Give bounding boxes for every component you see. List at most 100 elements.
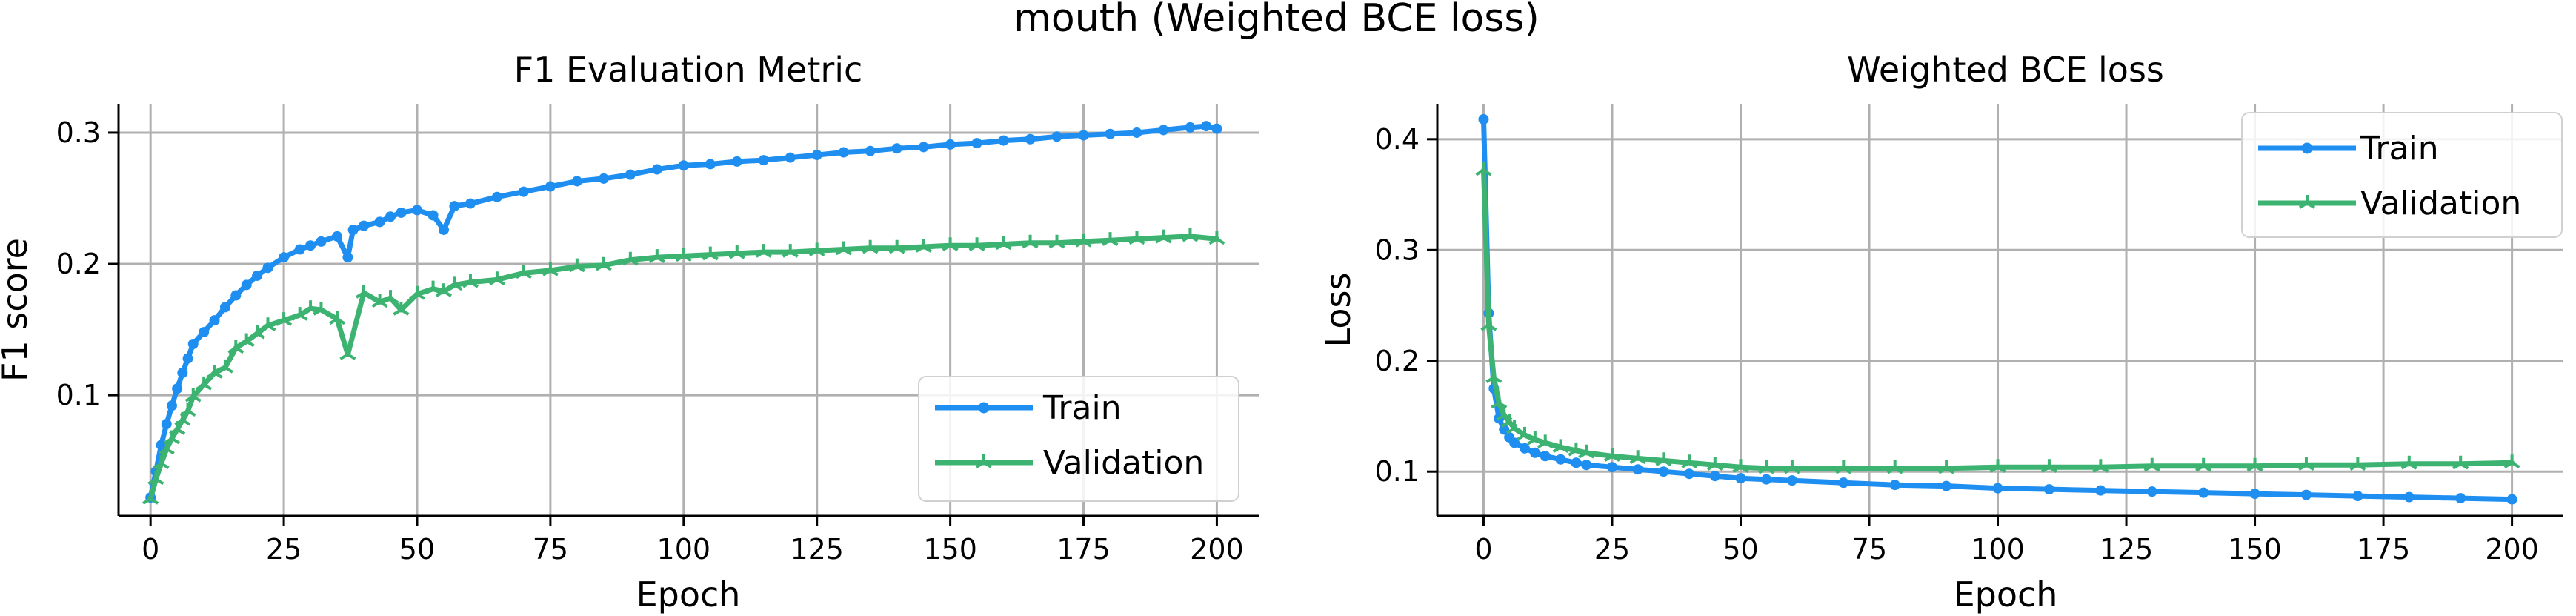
f1-chart-title: F1 Evaluation Metric [514,50,863,90]
f1-train-point [1078,130,1089,141]
f1-legend-train-label: Train [1042,389,1122,427]
f1-xtick-label: 50 [399,533,435,566]
bce-train-point [2352,491,2363,502]
f1-train-point [491,191,502,202]
bce-validation-point [1552,439,1569,454]
f1-validation-point [1128,231,1145,245]
f1-legend-validation-label: Validation [1043,444,1204,482]
f1-validation-point [862,239,879,254]
bce-train-point [1571,457,1582,468]
f1-train-point [1025,133,1036,145]
bce-xtick-label: 100 [1971,533,2025,566]
f1-train-point [998,135,1009,146]
f1-validation-point [622,251,639,266]
f1-train-point [545,181,556,192]
bce-validation-point [1578,444,1595,459]
f1-xtick-label: 0 [142,533,159,566]
f1-validation-point [515,265,532,279]
f1-train-point [1051,131,1062,142]
f1-train-point [1201,121,1212,132]
bce-train-point [1838,477,1849,489]
bce-validation-point [1629,450,1646,464]
f1-validation-point [142,490,159,505]
bce-validation-point [2040,459,2057,473]
f1-validation-point [408,285,426,300]
bce-chart-legend: Train Validation [2241,112,2563,238]
f1-validation-point [339,346,356,360]
f1-validation-point [393,302,410,316]
bce-train-point [1735,473,1746,484]
f1-train-point [811,150,822,161]
bce-chart-xlabel: Epoch [1954,574,2058,615]
bce-train-point [1519,443,1530,454]
bce-train-point [1889,480,1900,491]
f1-xtick-label: 175 [1056,533,1111,566]
f1-validation-point [196,376,213,391]
bce-validation-point [1783,460,1800,474]
f1-train-point [1158,125,1169,136]
f1-train-point [230,290,242,301]
bce-xtick-label: 0 [1474,533,1492,566]
f1-train-point [945,139,956,150]
f1-train-point [347,224,359,235]
f1-train-point [219,302,230,313]
f1-train-point [182,353,193,364]
bce-xtick-label: 125 [2100,533,2154,566]
f1-validation-point [382,290,399,304]
f1-chart-legend: Train Validation [918,376,1239,502]
figure-suptitle: mouth (Weighted BCE loss) [1014,0,1539,41]
f1-validation-point [1075,233,1092,248]
f1-validation-point [371,294,388,308]
f1-ytick-label: 0.2 [56,248,101,280]
f1-train-point [785,152,796,163]
bce-train-point [1555,454,1566,465]
bce-validation-point [1475,162,1492,176]
f1-train-point [316,236,327,247]
f1-train-point [438,224,449,235]
bce-xtick-label: 150 [2228,533,2282,566]
f1-train-point [241,279,252,291]
bce-train-point [1761,474,1772,485]
f1-train-point [262,262,273,274]
bce-validation-point [1706,457,1723,471]
f1-validation-point [227,340,244,354]
f1-validation-point [259,317,276,331]
f1-xtick-label: 125 [790,533,844,566]
bce-validation-point [2143,457,2160,472]
bce-validation-point [2246,457,2263,472]
f1-validation-point [888,239,905,254]
f1-train-point [971,138,982,149]
bce-train-point [2300,489,2312,500]
f1-validation-point [675,248,692,262]
f1-train-point [209,315,220,326]
bce-train-point [1606,462,1617,473]
f1-validation-point [249,325,266,340]
bce-train-point [1529,447,1540,458]
bce-validation-point [1537,434,1554,449]
f1-validation-point [153,455,170,469]
f1-validation-point [1182,228,1199,242]
bce-train-point [1540,451,1551,462]
bce-validation-point [1758,460,1775,474]
f1-train-point [1105,128,1116,139]
f1-train-point [758,155,769,166]
f1-validation-point [206,364,223,379]
bce-chart-series [1475,113,2520,505]
f1-validation-point [542,262,559,276]
f1-train-point [705,159,716,170]
bce-train-point [1786,475,1797,486]
bce-validation-point [2092,459,2109,473]
f1-validation-point [313,302,330,316]
f1-validation-point [782,244,799,258]
f1-validation-point [648,249,665,263]
bce-validation-point [2195,457,2212,472]
f1-train-point [166,400,177,411]
bce-train-point [1709,471,1720,482]
f1-xtick-label: 100 [657,533,711,566]
bce-train-point [2095,485,2106,496]
bce-xtick-label: 175 [2357,533,2411,566]
f1-train-point [374,216,385,228]
f1-xtick-label: 200 [1190,533,1244,566]
f1-train-point [385,211,396,222]
bce-train-point [2455,493,2466,504]
